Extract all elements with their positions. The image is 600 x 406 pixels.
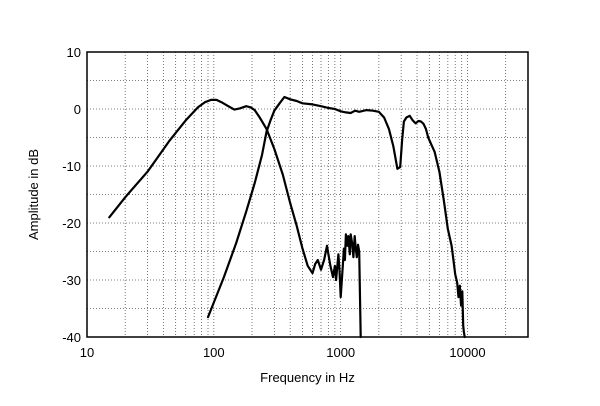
y-axis-title: Amplitude in dB <box>26 149 41 240</box>
x-tick-label: 1000 <box>326 345 355 360</box>
series-line-1 <box>108 98 362 339</box>
y-tick-label: -10 <box>62 159 81 174</box>
plot-frame <box>86 51 529 338</box>
y-axis-tick-labels: 10 0 -10 -20 -30 -40 <box>62 45 81 345</box>
x-tick-label: 10000 <box>449 345 485 360</box>
y-tick-label: -20 <box>62 216 81 231</box>
y-tick-label: -40 <box>62 330 81 345</box>
x-axis-title: Frequency in Hz <box>260 370 355 385</box>
series-group <box>108 95 466 339</box>
x-tick-label: 100 <box>203 345 225 360</box>
y-tick-label: 0 <box>74 102 81 117</box>
y-tick-label: -30 <box>62 273 81 288</box>
x-axis-tick-labels: 10 100 1000 10000 <box>80 345 486 360</box>
series-line-2 <box>206 95 466 339</box>
x-tick-label: 10 <box>80 345 94 360</box>
y-tick-label: 10 <box>67 45 81 60</box>
